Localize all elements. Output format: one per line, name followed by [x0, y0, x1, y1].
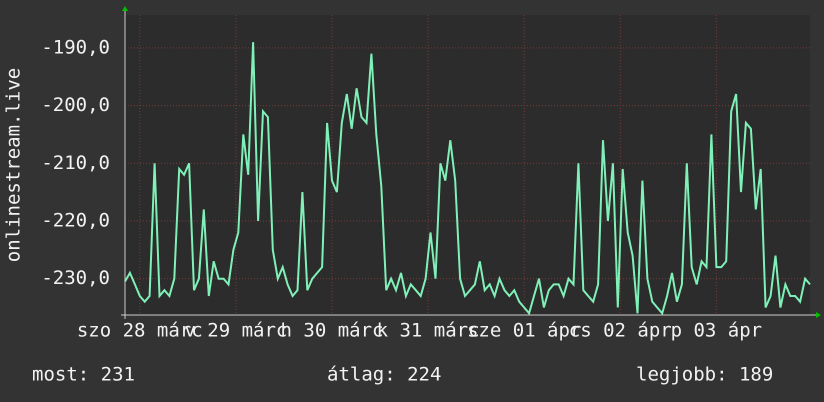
- stat: most: 231: [32, 364, 135, 386]
- plot-area: [125, 15, 810, 315]
- x-tick-label: cs 02 ápr: [569, 320, 672, 342]
- axis-arrow: [816, 312, 821, 318]
- axis-arrow: [122, 6, 128, 11]
- y-tick-label: -190,0: [41, 36, 110, 58]
- y-tick-label: -210,0: [41, 152, 110, 174]
- x-tick-label: k 31 márc: [377, 320, 480, 342]
- stat: átlag: 224: [327, 364, 441, 386]
- y-tick-label: -200,0: [41, 94, 110, 116]
- y-tick-label: -220,0: [41, 209, 110, 231]
- x-tick-label: v 29 márc: [184, 320, 287, 342]
- x-tick-label: szo 28 márc: [77, 320, 203, 342]
- stat: legjobb: 189: [636, 364, 773, 386]
- x-tick-label: sze 01 ápr: [467, 320, 581, 342]
- x-tick-label: p 03 ápr: [671, 320, 763, 342]
- y-tick-label: -230,0: [41, 267, 110, 289]
- x-tick-label: h 30 márc: [281, 320, 384, 342]
- y-axis-label: onlinestream.live: [3, 68, 25, 262]
- data-line: [124, 42, 811, 316]
